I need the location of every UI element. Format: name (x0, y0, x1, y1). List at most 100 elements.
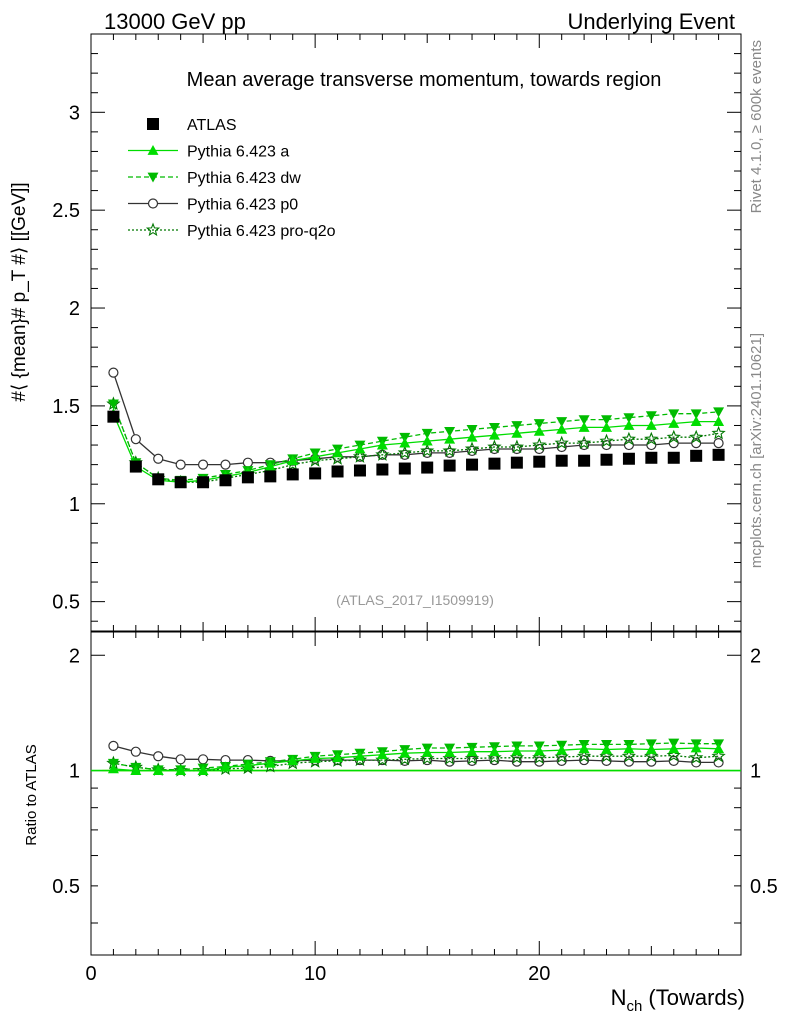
main-y-tick-label: 1 (69, 494, 80, 516)
main-point-dw (623, 413, 635, 424)
ratio-point-a (242, 760, 254, 771)
ratio-point-proq2o (307, 754, 323, 768)
main-point-p0 (197, 459, 209, 470)
main-point-proq2o (554, 435, 569, 450)
main-point-data (241, 471, 254, 484)
x-tick-label: 0 (85, 963, 96, 985)
main-point-a (421, 435, 433, 446)
ratio-line-dw (113, 742, 719, 771)
legend-item-data: ATLAS (147, 117, 237, 134)
main-point-data (443, 459, 456, 472)
main-point-data (510, 456, 523, 469)
ratio-point-proq2o (554, 749, 569, 763)
main-point-dw (601, 415, 613, 426)
legend-label-proq2o: Pythia 6.423 pro-q2o (187, 223, 336, 240)
main-point-data (286, 468, 299, 481)
chart-title: Mean average transverse momentum, toward… (187, 69, 662, 91)
main-point-p0 (175, 459, 186, 470)
ratio-point-proq2o (352, 752, 368, 767)
main-point-data (309, 467, 322, 480)
main-point-proq2o (576, 435, 592, 450)
ratio-point-p0 (175, 754, 186, 765)
main-point-proq2o (442, 443, 457, 458)
main-point-dw (668, 409, 680, 420)
ratio-point-a (421, 746, 433, 757)
main-point-a (332, 447, 344, 458)
main-point-proq2o (420, 443, 435, 458)
main-point-dw (421, 428, 433, 439)
main-point-a (713, 416, 725, 426)
ratio-line-proq2o (113, 754, 719, 772)
ratio-point-proq2o (711, 748, 726, 763)
ratio-point-a (578, 743, 590, 754)
main-point-data (488, 457, 501, 470)
ratio-point-proq2o (263, 758, 278, 773)
ratio-line-a (113, 747, 719, 772)
main-point-proq2o (487, 439, 502, 454)
ratio-point-a (107, 763, 119, 774)
legend-label-dw: Pythia 6.423 dw (187, 170, 301, 187)
ratio-point-p0 (153, 751, 164, 762)
main-point-a (287, 455, 299, 466)
ratio-point-proq2o (576, 748, 592, 763)
legend-item-dw: Pythia 6.423 dw (128, 170, 301, 187)
ratio-point-proq2o (509, 750, 525, 764)
main-point-p0 (242, 457, 253, 468)
main-point-dw (578, 415, 590, 426)
main-point-a (376, 439, 388, 450)
main-point-a (556, 423, 568, 434)
main-point-a (399, 437, 411, 448)
x-axis-label: Nch (Towards) (611, 985, 745, 1015)
main-point-dw (556, 417, 568, 428)
main-point-proq2o (509, 439, 525, 454)
legend: ATLAS Pythia 6.423 a Pythia 6.423 dw Pythia… (128, 117, 336, 240)
main-point-data (197, 476, 210, 489)
header-analysis: Underlying Event (567, 9, 735, 34)
ratio-line-p0 (113, 745, 719, 764)
main-point-data (667, 451, 680, 464)
main-point-a (601, 421, 613, 432)
main-point-a (488, 429, 500, 440)
main-point-a (309, 451, 321, 462)
ratio-y-tick-label-right: 1 (750, 761, 761, 783)
ratio-y-axis-label: Ratio to ATLAS (23, 744, 40, 845)
main-point-data (174, 476, 187, 489)
main-point-dw (488, 423, 500, 433)
ratio-series-layer (106, 738, 726, 777)
main-point-data (421, 461, 434, 474)
ratio-point-p0 (691, 757, 702, 768)
main-point-proq2o (599, 433, 614, 448)
main-line-a (112, 413, 719, 483)
main-point-p0 (108, 367, 119, 378)
main-point-dw (511, 421, 523, 431)
legend-marker-dw (147, 172, 159, 183)
main-point-data (107, 410, 120, 423)
ratio-point-a (376, 749, 388, 760)
main-y-tick-label: 2 (69, 298, 80, 320)
main-point-a (354, 443, 366, 454)
legend-label-a: Pythia 6.423 a (187, 144, 289, 161)
ratio-point-proq2o (464, 751, 480, 765)
ratio-point-a (645, 743, 657, 754)
x-tick-label: 10 (304, 963, 326, 985)
main-line-proq2o (112, 403, 719, 483)
main-line-p0 (112, 372, 719, 466)
main-point-proq2o (711, 425, 726, 440)
ratio-y-tick-label: 1 (69, 761, 80, 783)
main-point-data (398, 462, 411, 475)
ratio-point-p0 (646, 756, 657, 767)
ratio-point-p0 (108, 740, 119, 751)
main-point-a (645, 419, 657, 430)
ratio-point-a (354, 750, 366, 761)
main-point-data (622, 452, 635, 465)
legend-label-data: ATLAS (187, 117, 237, 134)
ratio-point-p0 (623, 756, 635, 767)
main-series-layer (106, 367, 726, 489)
ratio-point-proq2o (689, 750, 704, 764)
ratio-point-a (488, 746, 500, 757)
ratio-point-p0 (601, 755, 612, 766)
main-point-a (264, 461, 276, 471)
ratio-point-a (690, 742, 702, 753)
main-y-tick-label: 1.5 (52, 396, 80, 418)
header-energy: 13000 GeV pp (104, 9, 246, 34)
